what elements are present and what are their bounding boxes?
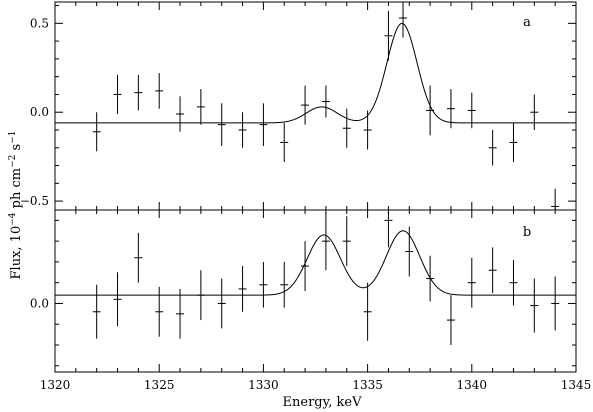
data-point-a <box>92 112 101 152</box>
data-point-a <box>467 92 476 129</box>
y-axis-label: Flux, 10−4 ph cm−2 s−1 <box>8 131 24 280</box>
y-tick-label-b: 0.0 <box>30 296 49 310</box>
y-tick-label-a: 0.5 <box>30 16 49 30</box>
data-point-a <box>134 74 143 111</box>
data-point-a <box>238 112 247 148</box>
data-point-b <box>509 259 518 306</box>
data-point-a <box>176 96 185 132</box>
data-point-b <box>259 261 268 308</box>
data-point-b <box>467 257 476 308</box>
data-point-b <box>426 255 435 302</box>
data-point-a <box>530 94 539 130</box>
panel-a-box <box>54 1 577 211</box>
data-point-a <box>280 122 289 162</box>
data-point-b <box>488 247 497 294</box>
data-point-b <box>92 284 101 339</box>
y-tick-label-a: −0.5 <box>20 194 49 208</box>
model-curve-a <box>55 22 576 124</box>
data-point-a <box>551 188 560 210</box>
data-point-a <box>113 74 122 114</box>
x-tick-label: 1330 <box>248 378 279 392</box>
data-point-b <box>217 278 226 329</box>
data-point-b <box>301 241 310 291</box>
panel-b-frame: 0.0 <box>30 209 577 373</box>
panel-a-label: a <box>523 15 531 30</box>
data-point-a <box>446 89 455 129</box>
x-tick-label: 1335 <box>352 378 383 392</box>
data-point-a <box>196 89 205 125</box>
panel-a-frame: 0.5 0.0 −0.5 <box>20 1 577 211</box>
data-point-b <box>134 232 143 283</box>
x-tick-label: 1325 <box>144 378 175 392</box>
data-point-a <box>384 10 393 61</box>
data-point-a <box>509 122 518 162</box>
data-point-b <box>176 288 185 339</box>
panel-b-box <box>54 209 577 373</box>
data-point-a <box>488 130 497 166</box>
data-point-b <box>363 282 372 341</box>
x-axis-label: Energy, keV <box>283 395 363 410</box>
data-point-b <box>384 210 393 248</box>
data-point-a <box>155 73 164 109</box>
y-tick-label-a: 0.0 <box>30 105 49 119</box>
data-point-b <box>342 216 351 267</box>
data-point-a <box>363 110 372 150</box>
chart-marks <box>55 2 576 345</box>
panel-b-label: b <box>523 225 531 240</box>
data-point-b <box>405 226 414 277</box>
data-point-a <box>321 85 330 118</box>
data-point-b <box>530 278 539 333</box>
x-tick-label: 1345 <box>561 378 592 392</box>
x-axis-ticks: 1320 1325 1330 1335 1340 1345 <box>40 378 592 392</box>
data-point-b <box>238 266 247 312</box>
data-point-b <box>446 295 455 345</box>
data-point-a <box>426 85 435 136</box>
x-tick-label: 1340 <box>457 378 488 392</box>
data-point-b <box>155 286 164 337</box>
data-point-b <box>321 212 330 271</box>
data-point-a <box>342 108 351 148</box>
data-point-a <box>217 103 226 146</box>
data-point-b <box>196 270 205 321</box>
data-point-b <box>280 261 289 308</box>
data-point-a <box>399 2 408 38</box>
data-point-b <box>551 276 560 331</box>
data-point-a <box>259 103 268 146</box>
data-point-a <box>301 85 310 125</box>
x-tick-label: 1320 <box>40 378 71 392</box>
model-curve-b <box>55 230 576 296</box>
data-point-b <box>113 272 122 327</box>
